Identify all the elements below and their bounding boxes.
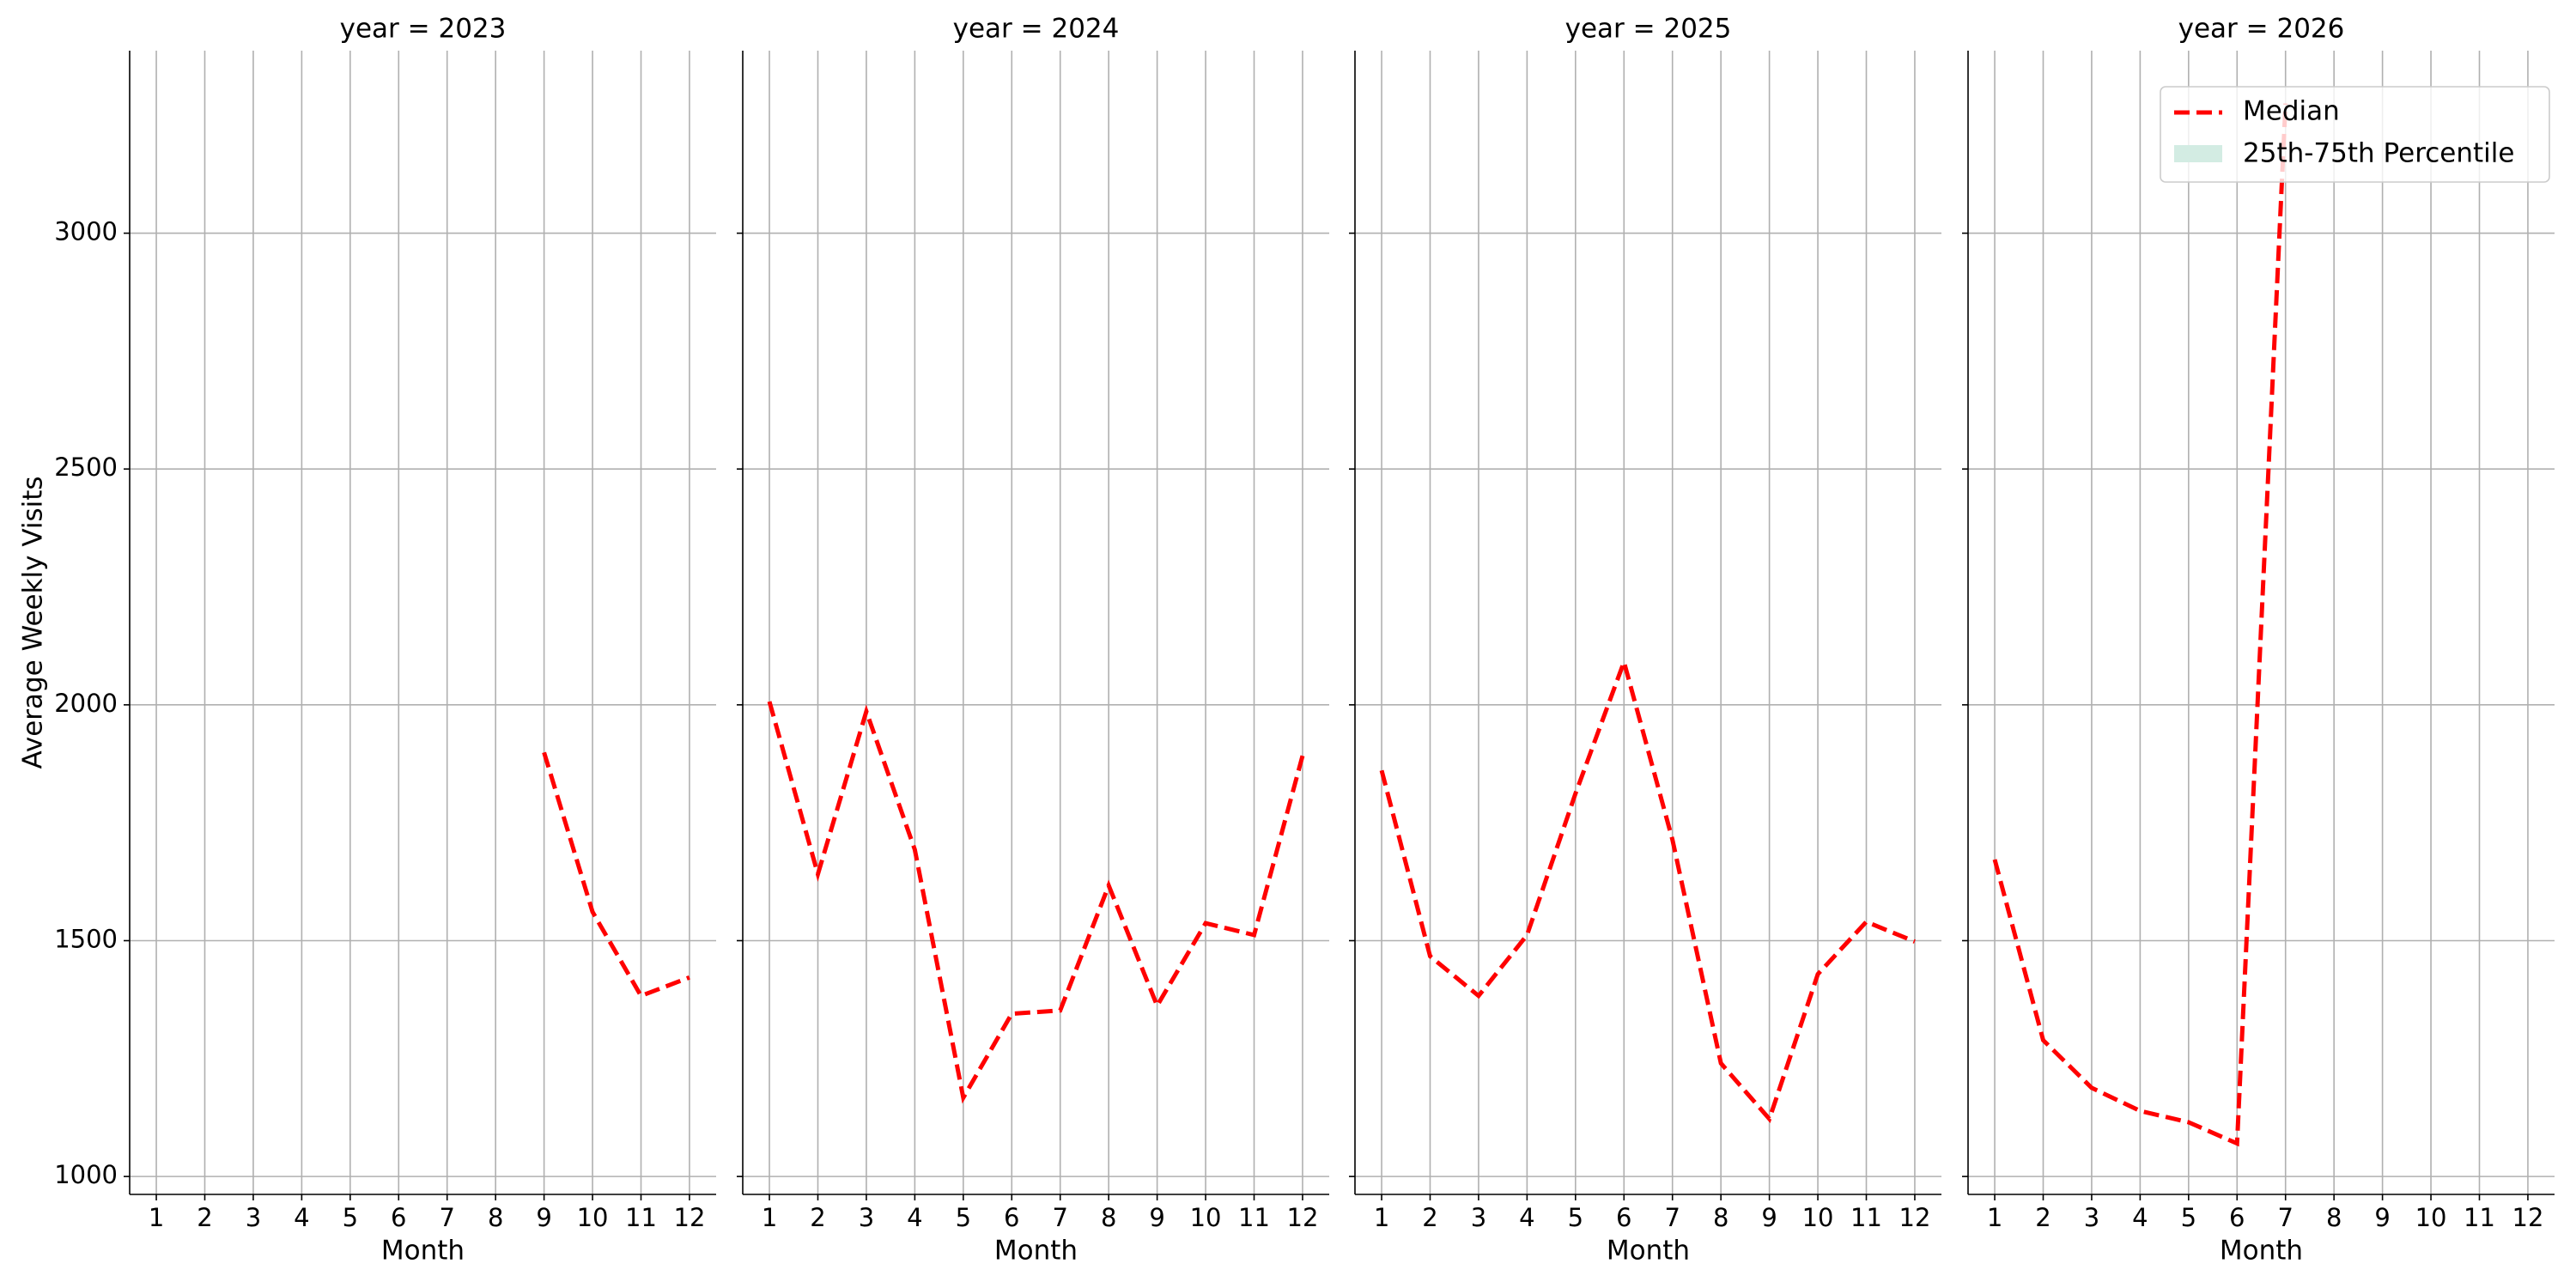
x-tick-label: 3: [246, 1203, 261, 1232]
legend-label: 25th-75th Percentile: [2243, 138, 2514, 169]
y-axis-label: Average Weekly Visits: [18, 476, 49, 769]
x-tick-label: 9: [1761, 1203, 1777, 1232]
x-tick-label: 6: [1004, 1203, 1019, 1232]
x-tick-label: 6: [391, 1203, 406, 1232]
legend-box: [2160, 86, 2550, 183]
median-line: [767, 701, 1305, 1104]
legend-label: Median: [2243, 96, 2340, 127]
x-tick-label: 7: [439, 1203, 454, 1232]
x-tick-label: 8: [2326, 1203, 2342, 1232]
x-tick-label: 1: [149, 1203, 164, 1232]
x-tick-label: 7: [1052, 1203, 1067, 1232]
x-tick-label: 8: [488, 1203, 503, 1232]
x-tick-label: 11: [625, 1203, 657, 1232]
x-tick-label: 11: [2464, 1203, 2495, 1232]
panel-title: year = 2024: [953, 14, 1120, 45]
x-axis-label: Month: [2220, 1236, 2303, 1267]
x-tick-label: 3: [2084, 1203, 2099, 1232]
median-line: [542, 751, 690, 999]
x-tick-label: 4: [1519, 1203, 1534, 1232]
x-axis-label: Month: [1607, 1236, 1690, 1267]
panel-title: year = 2023: [340, 14, 507, 45]
x-tick-label: 5: [343, 1203, 358, 1232]
x-tick-label: 5: [1568, 1203, 1583, 1232]
y-tick-label: 1000: [54, 1160, 118, 1189]
x-tick-label: 4: [294, 1203, 309, 1232]
x-tick-label: 12: [2512, 1203, 2544, 1232]
x-tick-label: 6: [2229, 1203, 2245, 1232]
x-tick-label: 8: [1713, 1203, 1728, 1232]
panel-title: year = 2025: [1565, 14, 1732, 45]
x-tick-label: 3: [859, 1203, 874, 1232]
y-tick-label: 2500: [54, 453, 118, 482]
x-tick-label: 1: [1374, 1203, 1389, 1232]
x-tick-label: 7: [2277, 1203, 2293, 1232]
x-tick-label: 4: [2132, 1203, 2148, 1232]
x-tick-label: 9: [2374, 1203, 2390, 1232]
x-tick-label: 11: [1850, 1203, 1882, 1232]
x-tick-label: 9: [536, 1203, 551, 1232]
x-tick-label: 3: [1471, 1203, 1486, 1232]
x-tick-label: 1: [762, 1203, 777, 1232]
panel-title: year = 2026: [2178, 14, 2345, 45]
x-tick-label: 10: [2415, 1203, 2447, 1232]
x-tick-label: 2: [197, 1203, 212, 1232]
y-tick-label: 1500: [54, 924, 118, 953]
x-tick-label: 11: [1238, 1203, 1270, 1232]
x-tick-label: 10: [1190, 1203, 1222, 1232]
x-tick-label: 2: [2035, 1203, 2050, 1232]
x-tick-label: 2: [1422, 1203, 1437, 1232]
x-tick-label: 9: [1149, 1203, 1164, 1232]
y-tick-label: 2000: [54, 689, 118, 718]
x-tick-label: 10: [1802, 1203, 1834, 1232]
x-axis-label: Month: [994, 1236, 1078, 1267]
x-tick-label: 12: [674, 1203, 706, 1232]
x-tick-label: 10: [577, 1203, 609, 1232]
x-tick-label: 8: [1101, 1203, 1116, 1232]
median-line: [1379, 654, 1916, 1124]
x-tick-label: 5: [956, 1203, 971, 1232]
x-tick-label: 1: [1987, 1203, 2002, 1232]
median-line: [1992, 103, 2288, 1147]
x-tick-label: 6: [1616, 1203, 1631, 1232]
x-tick-label: 5: [2181, 1203, 2196, 1232]
x-tick-label: 12: [1287, 1203, 1319, 1232]
x-tick-label: 7: [1664, 1203, 1680, 1232]
x-tick-label: 12: [1899, 1203, 1931, 1232]
x-tick-label: 4: [907, 1203, 922, 1232]
x-tick-label: 2: [810, 1203, 825, 1232]
x-axis-label: Month: [381, 1236, 465, 1267]
y-tick-label: 3000: [54, 217, 118, 246]
legend-swatch: [2174, 145, 2222, 162]
